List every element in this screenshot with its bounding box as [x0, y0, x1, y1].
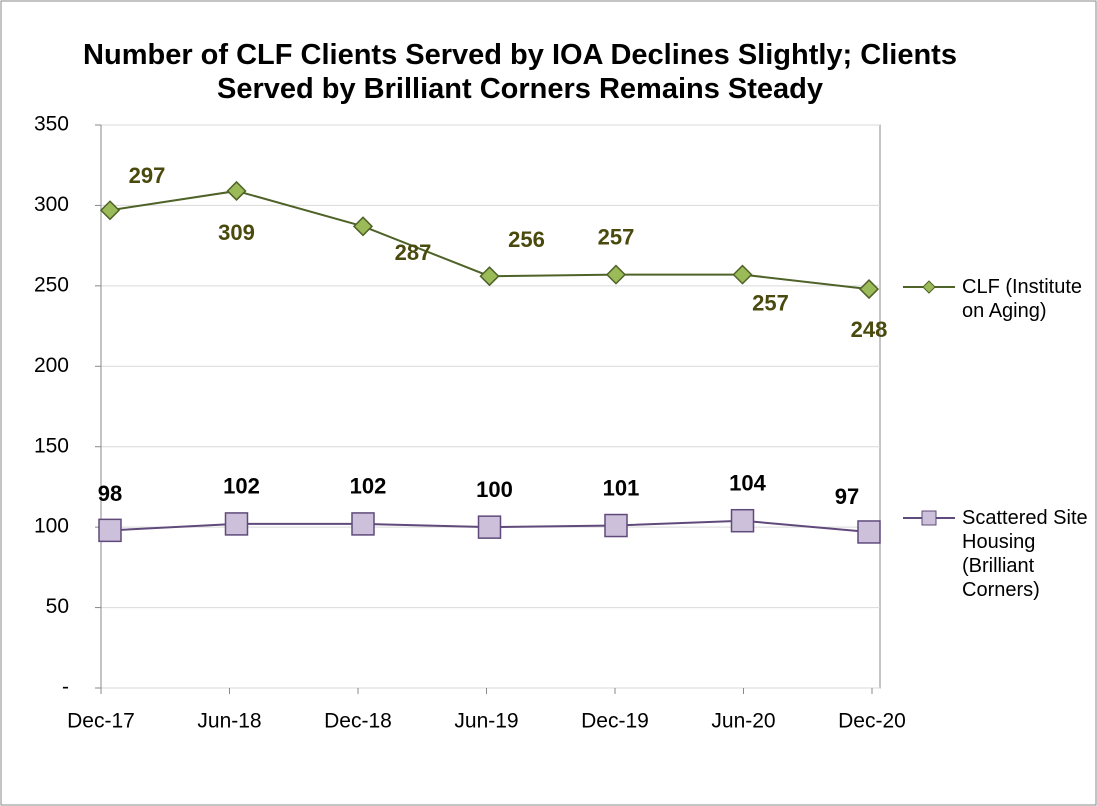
- y-tick-label: 150: [34, 434, 69, 457]
- data-label: 100: [476, 477, 513, 502]
- marker: [732, 264, 753, 285]
- y-tick-label: 200: [34, 354, 69, 377]
- legend-marker: [921, 510, 937, 526]
- marker: [224, 512, 249, 536]
- data-label: 248: [851, 317, 888, 342]
- marker: [604, 513, 628, 538]
- x-tick-label: Dec-19: [581, 710, 649, 733]
- data-label: 98: [98, 481, 122, 506]
- marker: [605, 264, 627, 285]
- data-label: 104: [729, 471, 766, 496]
- y-tick-label: 100: [34, 515, 69, 538]
- plot-area: [100, 124, 881, 689]
- data-label: 287: [395, 240, 432, 265]
- data-label: 101: [603, 475, 640, 500]
- marker: [479, 266, 500, 287]
- legend-label: CLF (Institute on Aging): [962, 276, 1083, 322]
- marker: [352, 216, 374, 237]
- y-tick-label: -: [62, 676, 69, 699]
- x-tick-label: Jun-18: [197, 710, 261, 733]
- x-tick-label: Jun-20: [711, 710, 775, 733]
- y-tick-label: 50: [46, 595, 69, 618]
- y-tick-label: 350: [34, 113, 69, 136]
- x-tick-label: Dec-20: [838, 710, 906, 733]
- marker: [99, 200, 121, 221]
- chart-title: Number of CLF Clients Served by IOA Decl…: [83, 39, 957, 105]
- x-tick-label: Dec-18: [324, 710, 392, 733]
- data-label: 297: [129, 163, 166, 188]
- marker: [730, 508, 755, 533]
- data-label: 102: [350, 474, 387, 499]
- data-label: 97: [835, 484, 859, 509]
- marker: [477, 515, 502, 539]
- y-tick-label: 250: [34, 273, 69, 296]
- x-tick-label: Jun-19: [454, 710, 518, 733]
- title-box: Number of CLF Clients Served by IOA Decl…: [83, 39, 957, 105]
- data-label: 309: [218, 220, 255, 245]
- data-label: 256: [508, 227, 545, 252]
- x-tick-label: Dec-17: [67, 710, 135, 733]
- legend-label: Scattered Site Housing (Brilliant Corner…: [962, 507, 1088, 601]
- marker: [226, 180, 247, 202]
- marker: [351, 512, 375, 536]
- marker: [98, 518, 122, 543]
- y-tick-label: 300: [34, 193, 69, 216]
- legend-marker: [922, 280, 936, 294]
- data-label: 257: [598, 224, 635, 249]
- data-label: 102: [223, 474, 260, 499]
- marker: [857, 520, 881, 544]
- data-label: 257: [752, 290, 789, 315]
- marker: [858, 279, 880, 300]
